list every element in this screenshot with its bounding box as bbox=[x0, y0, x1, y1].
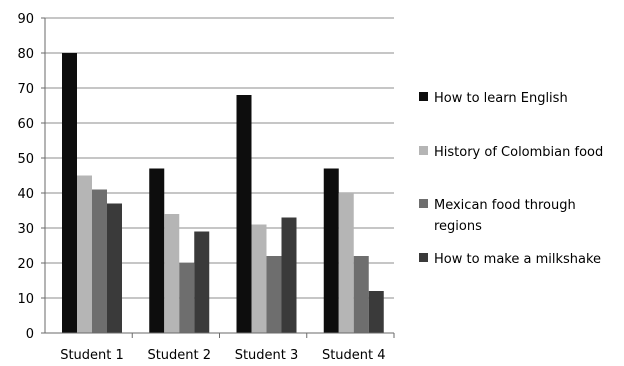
y-tick-label: 80 bbox=[17, 47, 34, 62]
legend-swatch bbox=[419, 92, 428, 101]
x-tick-label: Student 4 bbox=[322, 348, 386, 363]
bar-4-1 bbox=[323, 168, 339, 333]
bar-3-4 bbox=[281, 217, 297, 333]
y-tick-label: 60 bbox=[17, 117, 34, 132]
y-tick-label: 20 bbox=[17, 257, 34, 272]
bar-1-2 bbox=[77, 175, 92, 333]
bar-3-1 bbox=[236, 95, 252, 333]
legend: How to learn English History of Colombian… bbox=[419, 91, 603, 267]
legend-swatch bbox=[419, 146, 428, 155]
legend-label: Mexican food through bbox=[434, 198, 576, 213]
bar-1-3 bbox=[92, 189, 107, 333]
y-tick-label: 10 bbox=[17, 292, 34, 307]
legend-label: How to make a milkshake bbox=[434, 252, 601, 267]
bar-2-1 bbox=[149, 168, 165, 333]
y-tick-label: 30 bbox=[17, 222, 34, 237]
bars bbox=[62, 53, 384, 333]
bar-1-4 bbox=[107, 203, 122, 333]
legend-label: History of Colombian food bbox=[434, 145, 603, 160]
legend-swatch bbox=[419, 199, 428, 208]
bar-1-1 bbox=[62, 53, 77, 333]
y-tick-label: 70 bbox=[17, 82, 34, 97]
y-tick-label: 0 bbox=[26, 327, 34, 342]
bar-2-2 bbox=[164, 214, 180, 333]
x-axis-tick-labels: Student 1 Student 2 Student 3 Student 4 bbox=[60, 348, 385, 363]
legend-label: regions bbox=[434, 219, 482, 234]
bar-4-2 bbox=[338, 193, 354, 333]
axes bbox=[41, 17, 395, 338]
y-axis-tick-labels: 0 10 20 30 40 50 60 70 80 90 bbox=[17, 12, 34, 342]
bar-3-3 bbox=[266, 256, 282, 333]
bar-2-3 bbox=[179, 263, 195, 333]
x-tick-label: Student 2 bbox=[147, 348, 211, 363]
bar-4-3 bbox=[353, 256, 369, 333]
legend-label: How to learn English bbox=[434, 91, 568, 106]
x-tick-label: Student 1 bbox=[60, 348, 124, 363]
legend-swatch bbox=[419, 253, 428, 262]
bar-4-4 bbox=[368, 291, 384, 333]
x-tick-label: Student 3 bbox=[235, 348, 299, 363]
y-tick-label: 40 bbox=[17, 187, 34, 202]
bar-2-4 bbox=[194, 231, 210, 333]
y-tick-label: 50 bbox=[17, 152, 34, 167]
y-tick-label: 90 bbox=[17, 12, 34, 27]
bar-3-2 bbox=[251, 224, 267, 333]
